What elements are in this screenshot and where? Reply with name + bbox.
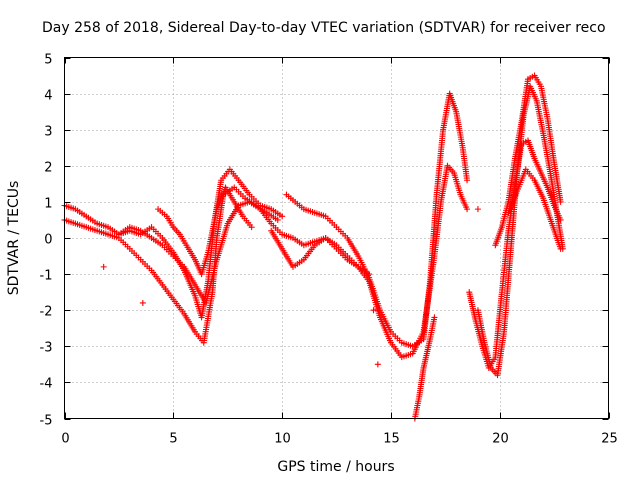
data-point	[100, 263, 107, 270]
series-track-4	[155, 184, 255, 278]
data-point	[370, 307, 377, 314]
data-point	[248, 224, 255, 231]
y-tick-label: 5	[44, 53, 52, 68]
y-tick-label: -5	[40, 414, 53, 429]
y-tick-label: -4	[40, 377, 53, 392]
x-tick-label: 5	[169, 432, 177, 447]
plot-frame	[64, 57, 609, 419]
axis-ticks: 0 5 10 15 20 25 -5 -4 -3 -2 -1 0 1 2 3 4 5	[40, 53, 618, 447]
y-tick-label: -2	[40, 305, 53, 320]
series-isolated	[100, 206, 481, 368]
data-point	[279, 213, 286, 220]
y-tick-label: 1	[44, 197, 52, 212]
x-tick-label: 25	[601, 432, 618, 447]
data-point	[557, 245, 564, 252]
series-track-10	[492, 72, 564, 249]
x-axis-title: GPS time / hours	[277, 459, 394, 475]
y-tick-label: -3	[40, 341, 53, 356]
x-tick-label: 15	[383, 432, 400, 447]
data-point	[374, 361, 381, 368]
data-point	[464, 177, 471, 184]
data-point	[557, 198, 564, 205]
x-tick-label: 20	[492, 432, 509, 447]
data-point	[431, 314, 438, 321]
y-tick-label: -1	[40, 269, 53, 284]
series-track-2	[61, 184, 281, 346]
chart-title: Day 258 of 2018, Sidereal Day-to-day VTE…	[42, 20, 606, 36]
y-tick-label: 4	[44, 89, 52, 104]
grid	[64, 57, 609, 419]
x-tick-label: 0	[61, 432, 69, 447]
series-track-6	[283, 90, 471, 350]
y-tick-label: 2	[44, 161, 52, 176]
y-tick-label: 0	[44, 233, 52, 248]
y-axis-title: SDTVAR / TECUs	[6, 181, 22, 296]
x-tick-label: 10	[274, 432, 291, 447]
data-points	[61, 72, 566, 422]
data-point	[474, 206, 481, 213]
data-point	[274, 216, 281, 223]
series-track-3	[115, 198, 373, 306]
series-track-7	[411, 314, 438, 422]
data-point	[139, 299, 146, 306]
data-point	[464, 206, 471, 213]
series-track-11	[505, 166, 564, 252]
y-tick-label: 3	[44, 125, 52, 140]
